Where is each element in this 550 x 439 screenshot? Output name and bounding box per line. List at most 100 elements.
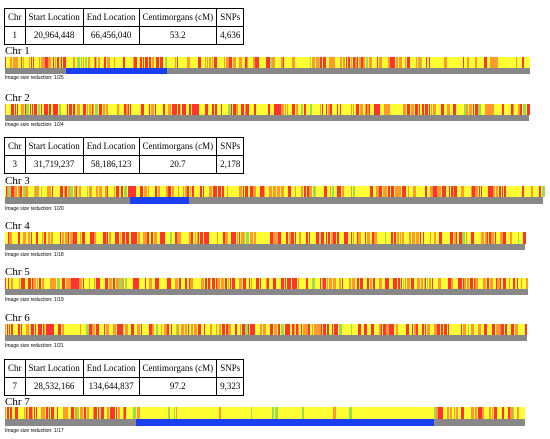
track-stripe bbox=[226, 324, 228, 335]
track-stripe bbox=[312, 324, 313, 335]
track-stripe bbox=[92, 324, 95, 335]
header-start: Start Location bbox=[24, 8, 84, 27]
track-stripe bbox=[116, 186, 119, 197]
track-stripe bbox=[407, 104, 410, 115]
track-stripe bbox=[99, 186, 102, 197]
track-stripe bbox=[411, 278, 414, 289]
track-stripe bbox=[288, 186, 291, 197]
track-stripe bbox=[379, 186, 382, 197]
track-stripe bbox=[482, 407, 484, 419]
track-stripe bbox=[185, 324, 187, 335]
track-stripe bbox=[298, 278, 299, 289]
track-stripe bbox=[130, 186, 133, 197]
track-stripe bbox=[475, 407, 477, 419]
track-stripe bbox=[434, 232, 436, 244]
track-stripe bbox=[349, 407, 352, 419]
track-stripe bbox=[339, 278, 341, 289]
track-stripe bbox=[113, 278, 115, 289]
track-stripe bbox=[145, 278, 146, 289]
track-stripe bbox=[42, 407, 45, 419]
track-stripe bbox=[469, 104, 472, 115]
track-stripe bbox=[120, 324, 123, 335]
track-stripe bbox=[234, 232, 236, 244]
track-stripe bbox=[377, 104, 380, 115]
track-stripe bbox=[179, 232, 181, 244]
track-stripe bbox=[342, 186, 344, 197]
track-stripe bbox=[9, 232, 12, 244]
track-stripe bbox=[62, 324, 64, 335]
track-stripe bbox=[185, 186, 187, 197]
track-stripe bbox=[358, 232, 361, 244]
header-end: End Location bbox=[82, 8, 140, 27]
track-stripe bbox=[292, 104, 295, 115]
track-stripe bbox=[176, 407, 177, 419]
track-stripe bbox=[383, 186, 384, 197]
track-stripe bbox=[298, 324, 299, 335]
track-stripe bbox=[62, 232, 64, 244]
track-stripe bbox=[523, 232, 526, 244]
track-stripe bbox=[53, 104, 56, 115]
track-stripe bbox=[119, 278, 122, 289]
track-stripe bbox=[77, 104, 80, 115]
track-stripe bbox=[233, 104, 236, 115]
image-reduction-note: Image size reduction: 1/20 bbox=[5, 206, 64, 212]
track-stripe bbox=[516, 57, 517, 68]
track-stripe bbox=[367, 104, 369, 115]
track-stripe bbox=[344, 232, 346, 244]
track-stripe bbox=[323, 278, 326, 289]
track-stripe bbox=[85, 57, 87, 68]
track-stripe bbox=[409, 232, 411, 244]
track-stripe bbox=[94, 278, 95, 289]
track-stripe bbox=[174, 407, 175, 419]
track-stripe bbox=[173, 104, 176, 115]
track-stripe bbox=[29, 278, 30, 289]
track-stripe bbox=[398, 278, 400, 289]
cell-end: 134,644,837 bbox=[82, 377, 140, 396]
chr-label: Chr 7 bbox=[5, 396, 30, 408]
track-stripe bbox=[373, 278, 375, 289]
track-stripe bbox=[46, 324, 48, 335]
track-stripe bbox=[475, 104, 478, 115]
track-stripe bbox=[221, 278, 224, 289]
track-stripe bbox=[463, 57, 464, 68]
track-stripe bbox=[122, 232, 125, 244]
track-stripe bbox=[74, 278, 77, 289]
track-stripe bbox=[253, 324, 255, 335]
track-stripe bbox=[25, 104, 26, 115]
cell-end: 66,456,040 bbox=[82, 26, 140, 45]
track-stripe bbox=[123, 407, 124, 419]
track-stripe bbox=[201, 278, 204, 289]
track-stripe bbox=[445, 186, 446, 197]
track-stripe bbox=[451, 186, 453, 197]
track-stripe bbox=[490, 57, 493, 68]
track-stripe bbox=[366, 57, 368, 68]
track-stripe bbox=[106, 232, 107, 244]
track-stripe bbox=[8, 232, 9, 244]
track-stripe bbox=[176, 232, 177, 244]
track-stripe bbox=[295, 232, 296, 244]
track-stripe bbox=[388, 57, 390, 68]
track-stripe bbox=[328, 232, 330, 244]
track-stripe bbox=[11, 186, 14, 197]
track-stripe bbox=[477, 278, 478, 289]
track-stripe bbox=[86, 324, 89, 335]
track-stripe bbox=[107, 57, 109, 68]
track-stripe bbox=[107, 232, 108, 244]
track-stripe bbox=[8, 186, 11, 197]
track-stripe bbox=[105, 186, 107, 197]
track-stripe bbox=[510, 407, 513, 419]
track-stripe bbox=[125, 324, 128, 335]
track-stripe bbox=[353, 57, 355, 68]
track-stripe bbox=[177, 232, 179, 244]
track-stripe bbox=[79, 186, 81, 197]
track-stripe bbox=[320, 278, 321, 289]
track-stripe bbox=[330, 186, 331, 197]
track-stripe bbox=[188, 324, 189, 335]
track-stripe bbox=[7, 407, 9, 419]
track-stripe bbox=[90, 232, 93, 244]
track-stripe bbox=[179, 104, 180, 115]
track-stripe bbox=[413, 186, 416, 197]
track-stripe bbox=[240, 324, 241, 335]
track-stripe bbox=[32, 407, 33, 419]
track-stripe bbox=[210, 278, 211, 289]
